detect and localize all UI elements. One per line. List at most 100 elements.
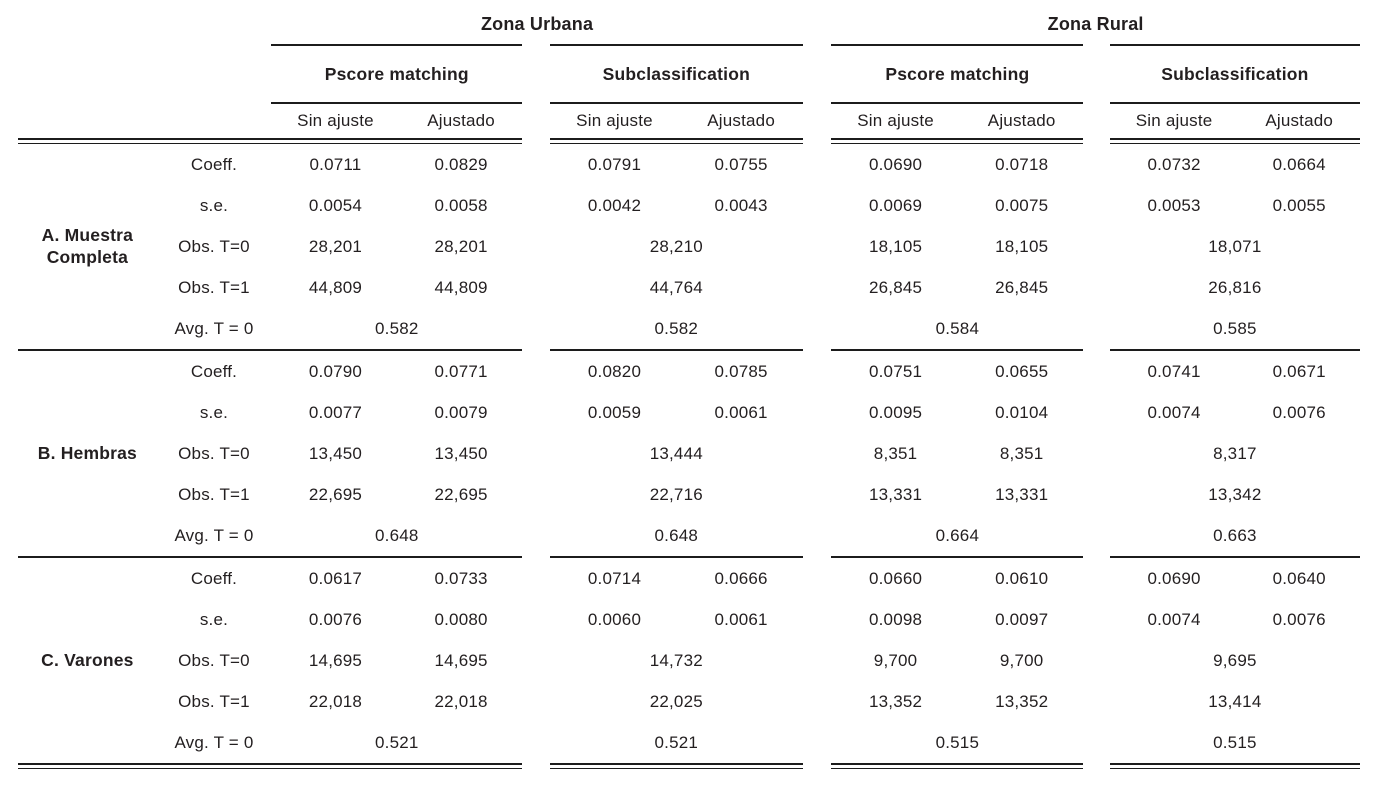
spacer-cell (522, 515, 549, 556)
spacer-cell (522, 599, 549, 640)
rule-segment (271, 102, 523, 104)
row-label: Obs. T=1 (178, 484, 250, 504)
row-label: s.e. (199, 402, 229, 422)
spanning-value-cell: 0.648 (375, 525, 419, 545)
rule-segment (831, 763, 1084, 769)
value-cell: 14,695 (434, 650, 488, 670)
spacer-cell (522, 267, 549, 308)
spanning-value-cell: 0.584 (935, 318, 980, 338)
row-label: Obs. T=1 (178, 277, 250, 297)
column-subheader: Ajustado (1265, 111, 1334, 130)
value-cell: 0.0732 (1147, 154, 1201, 174)
value-cell: 0.0690 (1147, 568, 1201, 588)
rule-segment (549, 556, 803, 558)
rule-segment (831, 44, 1084, 46)
spacer-cell (1083, 226, 1109, 267)
spacer-cell (522, 308, 549, 349)
rule-segment (831, 138, 1084, 144)
column-subheader: Sin ajuste (857, 111, 934, 130)
method-header: Pscore matching (885, 63, 1030, 84)
rule-segment (549, 349, 803, 351)
spacer-cell (803, 558, 831, 599)
value-cell: 0.0690 (868, 154, 923, 174)
spacer-cell (803, 4, 831, 44)
rule-segment (18, 349, 523, 351)
value-cell: 0.0054 (308, 195, 363, 215)
value-cell: 0.0059 (587, 402, 642, 422)
spanning-value-cell: 0.582 (375, 318, 419, 338)
spacer-cell (803, 267, 831, 308)
value-cell: 0.0061 (714, 609, 768, 629)
table-row: Obs. T=0 14,695 14,695 14,732 9,700 9,70… (18, 640, 1360, 681)
spacer-cell (803, 474, 831, 515)
value-cell: 0.0791 (587, 154, 642, 174)
value-cell: 18,105 (995, 236, 1049, 256)
table-row: Avg. T = 0 0.648 0.648 0.664 0.663 (18, 515, 1360, 556)
column-subheader: Ajustado (427, 111, 495, 130)
spanning-value-cell: 22,716 (649, 484, 703, 504)
value-cell: 0.0077 (308, 402, 363, 422)
spacer-cell (522, 392, 549, 433)
value-cell: 0.0655 (995, 361, 1049, 381)
spacer-cell (803, 640, 831, 681)
rule-segment (18, 556, 523, 558)
value-cell: 14,695 (308, 650, 363, 670)
rule-segment (271, 44, 523, 46)
spacer-cell (803, 764, 831, 769)
value-cell: 8,351 (873, 443, 918, 463)
value-cell: 0.0671 (1272, 361, 1326, 381)
value-cell: 0.0095 (868, 402, 923, 422)
table-row: s.e. 0.0077 0.0079 0.0059 0.0061 0.0095 … (18, 392, 1360, 433)
method-header: Pscore matching (324, 63, 469, 84)
spanning-value-cell: 0.663 (1213, 525, 1257, 545)
section-label: B. Hembras (37, 442, 137, 463)
method-header: Subclassification (602, 63, 750, 84)
value-cell: 9,700 (873, 650, 918, 670)
section-divider-row (18, 556, 1360, 558)
value-cell: 0.0042 (587, 195, 642, 215)
value-cell: 0.0061 (714, 402, 768, 422)
spanning-value-cell: 0.582 (654, 318, 699, 338)
spacer-cell (522, 144, 549, 186)
spacer-cell (1083, 46, 1109, 102)
table-row: Obs. T=1 44,809 44,809 44,764 26,845 26,… (18, 267, 1360, 308)
method-header-row: Pscore matching Subclassification Pscore… (18, 46, 1360, 102)
rule-segment (549, 763, 803, 769)
value-cell: 0.0660 (868, 568, 923, 588)
table-row: C. Varones Coeff. 0.0617 0.0733 0.0714 0… (18, 558, 1360, 670)
value-cell: 8,351 (999, 443, 1044, 463)
value-cell: 0.0055 (1272, 195, 1326, 215)
zone-header-row: Zona Urbana Zona Rural (18, 4, 1360, 44)
rule-segment (1109, 44, 1360, 46)
spanning-value-cell: 44,764 (649, 277, 703, 297)
spacer-cell (803, 392, 831, 433)
rule-row (18, 102, 1360, 104)
value-cell: 0.0098 (868, 609, 923, 629)
column-subheader: Sin ajuste (1135, 111, 1213, 130)
rule-segment (831, 349, 1084, 351)
stub-cell (18, 104, 271, 139)
table-row: Obs. T=1 22,018 22,018 22,025 13,352 13,… (18, 681, 1360, 722)
spacer-cell (1083, 474, 1109, 515)
spacer-cell (1083, 351, 1109, 392)
results-table: Zona Urbana Zona Rural Pscore matching S… (18, 4, 1360, 769)
column-subheader: Sin ajuste (297, 111, 374, 130)
row-label: Obs. T=1 (178, 691, 250, 711)
spanning-value-cell: 13,342 (1208, 484, 1262, 504)
value-cell: 13,352 (995, 691, 1049, 711)
rule-segment (831, 102, 1084, 104)
value-cell: 0.0080 (434, 609, 488, 629)
value-cell: 0.0640 (1272, 568, 1326, 588)
row-label: Avg. T = 0 (174, 525, 254, 545)
value-cell: 22,695 (434, 484, 488, 504)
row-label: Obs. T=0 (178, 650, 250, 670)
rule-segment (1109, 102, 1360, 104)
value-cell: 0.0666 (714, 568, 768, 588)
spacer-cell (522, 474, 549, 515)
value-cell: 0.0771 (434, 361, 488, 381)
value-cell: 0.0733 (434, 568, 488, 588)
value-cell: 13,450 (434, 443, 488, 463)
spacer-cell (522, 764, 549, 769)
spanning-value-cell: 13,444 (649, 443, 703, 463)
rule-segment (18, 138, 523, 144)
